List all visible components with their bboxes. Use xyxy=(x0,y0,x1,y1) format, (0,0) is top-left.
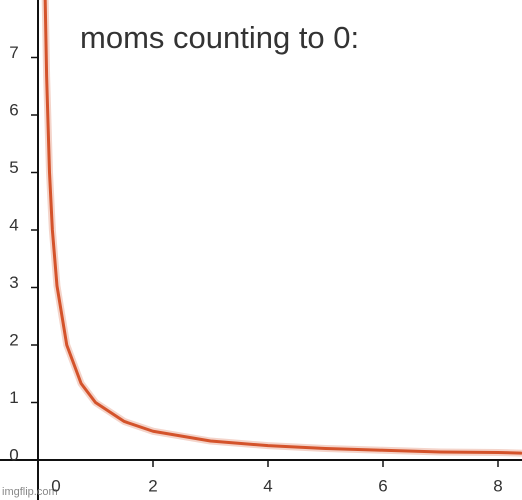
y-tick-label: 0 xyxy=(9,445,18,464)
x-tick-label: 0 xyxy=(51,476,60,495)
x-tick-label: 6 xyxy=(378,476,387,495)
y-tick-label: 3 xyxy=(9,273,18,292)
y-tick-label: 5 xyxy=(9,158,18,177)
y-tick-label: 6 xyxy=(9,100,18,119)
y-tick-label: 4 xyxy=(9,215,18,234)
x-tick-label: 4 xyxy=(263,476,272,495)
y-tick-label: 7 xyxy=(9,43,18,62)
x-tick-label: 2 xyxy=(148,476,157,495)
curve xyxy=(43,0,522,455)
chart-title: moms counting to 0: xyxy=(80,20,359,55)
x-tick-label: 8 xyxy=(493,476,502,495)
y-tick-label: 2 xyxy=(9,330,18,349)
watermark: imgflip.com xyxy=(2,486,58,498)
y-tick-label: 1 xyxy=(9,388,18,407)
